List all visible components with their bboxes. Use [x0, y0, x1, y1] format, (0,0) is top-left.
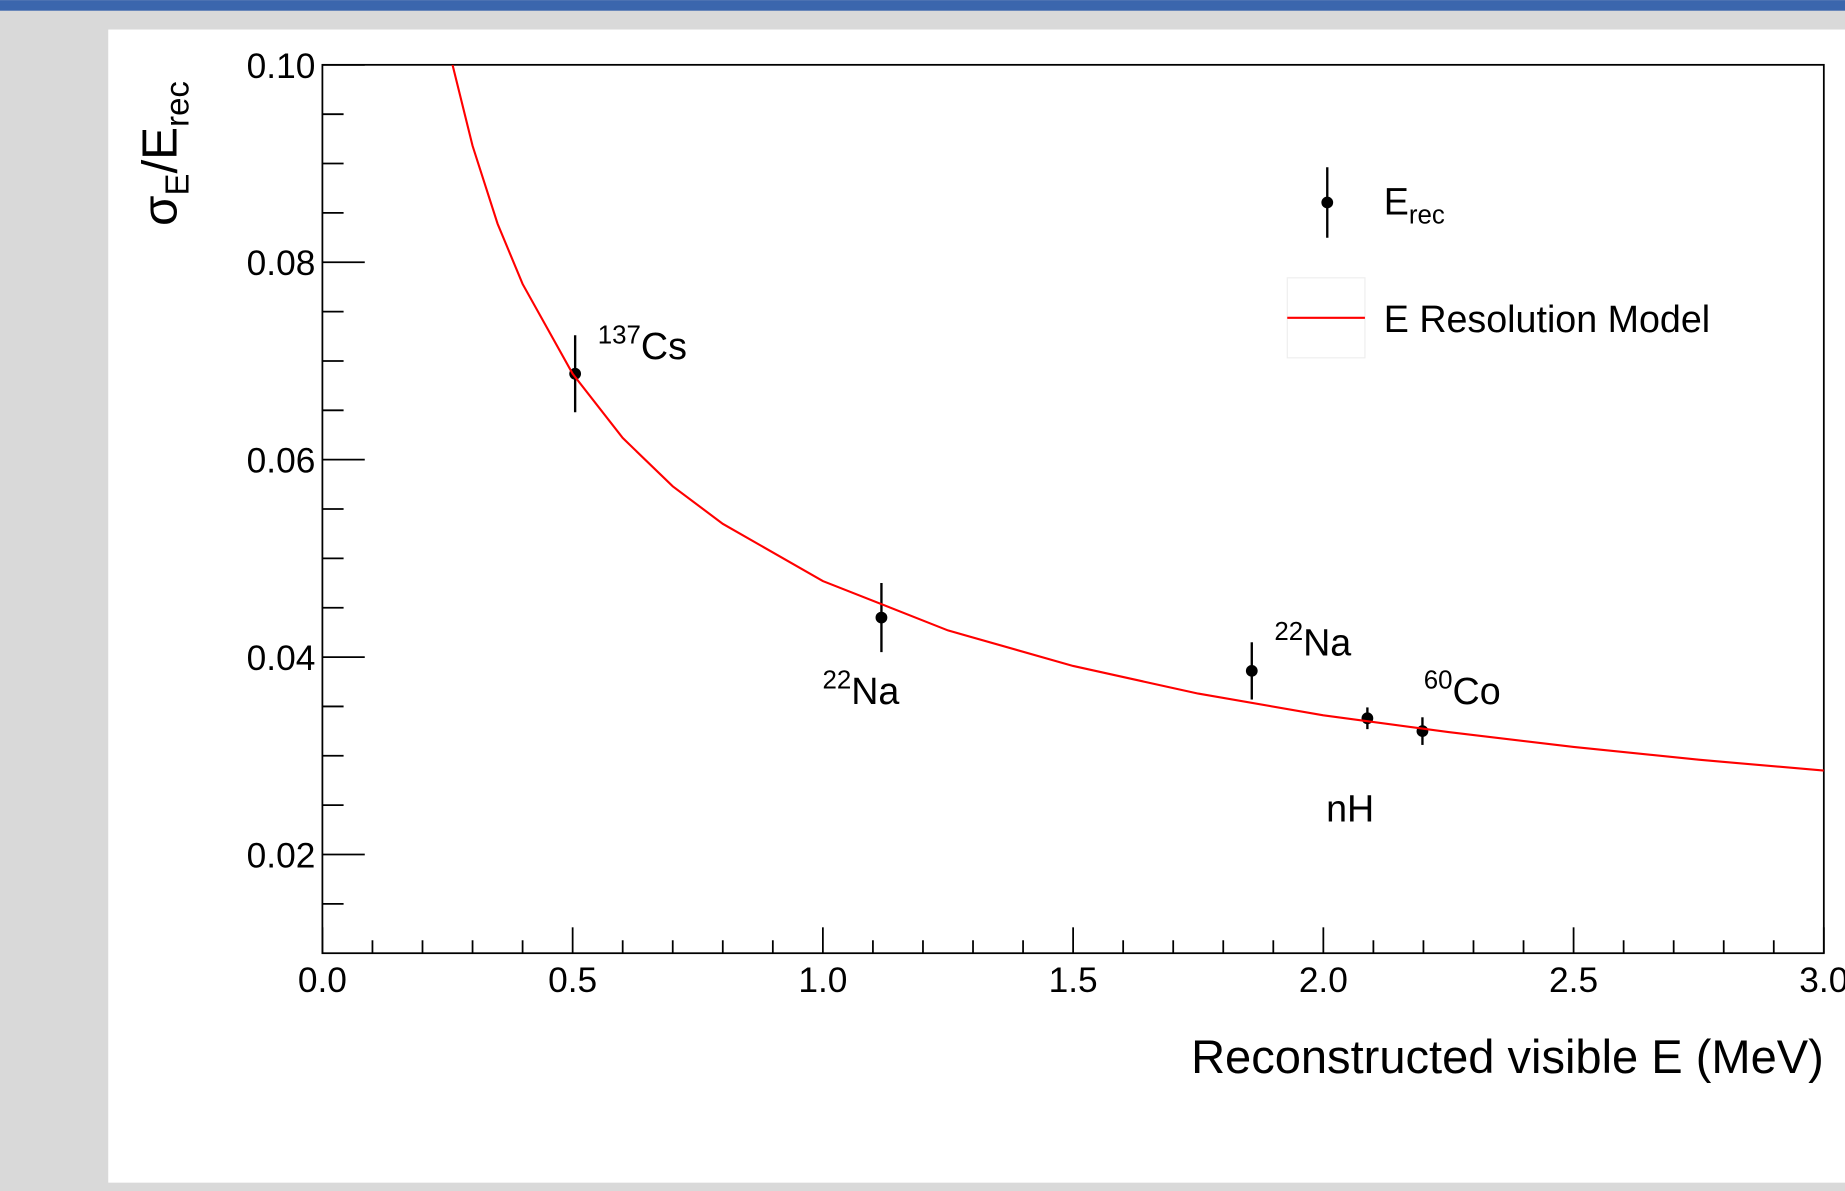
annotation-sup: 137 — [598, 322, 641, 350]
x-tick-label: 1.5 — [1049, 961, 1098, 1000]
y-title-sub: E — [158, 174, 195, 196]
annotation-text: Co — [1453, 670, 1501, 712]
annotation-sup: 22 — [822, 666, 851, 694]
x-tick-label: 2.5 — [1549, 961, 1598, 1000]
x-tick-label: 3.0 — [1799, 961, 1845, 1000]
y-axis-title: σE/Erec — [132, 81, 195, 226]
annotation-text: Na — [851, 670, 899, 712]
annotation-sup: 22 — [1274, 618, 1303, 646]
annotation: 22Na — [822, 666, 899, 711]
annotation: nH — [1326, 787, 1374, 829]
y-tick-label: 0.08 — [247, 244, 316, 283]
y-title-symbol: σ — [132, 196, 187, 227]
top-bar — [0, 0, 1845, 11]
legend-label: Erec — [1384, 180, 1445, 229]
y-tick-label: 0.06 — [247, 442, 316, 481]
legend-name: E Resolution Model — [1384, 298, 1710, 340]
annotation-sup: 60 — [1424, 666, 1453, 694]
y-title-den: /E — [132, 127, 187, 174]
data-point — [1245, 665, 1258, 677]
model-curve — [451, 64, 1824, 772]
x-tick-label: 2.0 — [1299, 961, 1348, 1000]
canvas — [108, 29, 1845, 1183]
y-tick-label: 0.10 — [247, 47, 316, 86]
annotation: 137Cs — [598, 322, 687, 367]
x-tick-label: 1.0 — [798, 961, 847, 1000]
annotation-text: Cs — [641, 325, 687, 367]
annotation: 22Na — [1274, 618, 1351, 663]
y-tick-label: 0.02 — [247, 836, 316, 875]
x-tick-label: 0.5 — [548, 961, 597, 1000]
y-tick-label: 0.04 — [247, 639, 316, 678]
annotation-text: Na — [1303, 622, 1351, 664]
legend-marker — [1321, 196, 1334, 209]
data-point — [875, 611, 888, 624]
x-tick-label: 0.0 — [298, 961, 347, 1000]
y-title-den-sub: rec — [158, 81, 195, 127]
legend-name: E — [1384, 180, 1409, 222]
legend-sub: rec — [1409, 202, 1445, 230]
legend-label: E Resolution Model — [1384, 298, 1710, 340]
annotation-text: nH — [1326, 787, 1374, 829]
x-axis-title: Reconstructed visible E (MeV) — [1191, 1030, 1824, 1083]
annotation: 60Co — [1424, 666, 1501, 711]
